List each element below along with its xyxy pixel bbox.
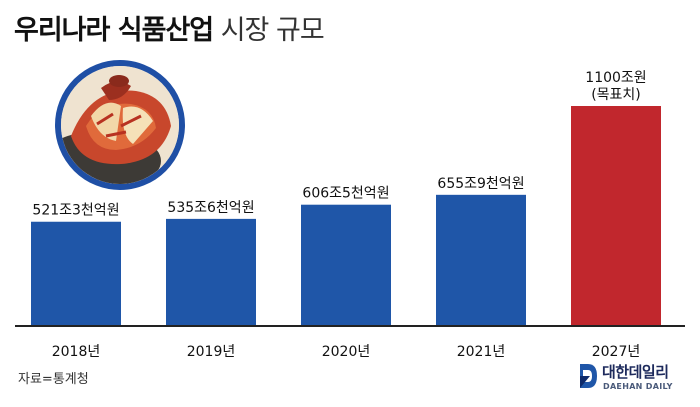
title-light: 시장 규모 — [220, 15, 325, 46]
daehan-daily-logo: 대한데일리 DAEHAN DAILY — [578, 360, 690, 400]
kimchi-image — [61, 66, 179, 184]
data-label-2027년: 1100조원 (목표치) — [585, 70, 646, 103]
page-title: 우리나라 식품산업 시장 규모 — [14, 8, 325, 47]
title-bold: 우리나라 식품산업 — [14, 15, 214, 46]
bar-2019년 — [166, 218, 256, 326]
logo-subtitle: DAEHAN DAILY — [603, 382, 673, 391]
kimchi-photo — [55, 60, 185, 190]
x-tick-2019년: 2019년 — [187, 344, 236, 360]
x-tick-2020년: 2020년 — [322, 344, 371, 360]
data-label-2019년: 535조6천억원 — [167, 200, 254, 216]
data-label-2020년: 606조5천억원 — [302, 186, 389, 202]
data-label-2021년: 655조9천억원 — [437, 176, 524, 192]
logo-mark-icon — [580, 364, 597, 388]
bar-2027년 — [571, 106, 661, 326]
x-tick-2021년: 2021년 — [457, 344, 506, 360]
logo-name: 대한데일리 — [602, 363, 669, 381]
source-note: 자료=통계청 — [18, 372, 89, 387]
bar-2018년 — [31, 221, 121, 326]
bar-2020년 — [301, 204, 391, 326]
data-label-2018년: 521조3천억원 — [32, 203, 119, 219]
bar-2021년 — [436, 194, 526, 326]
x-tick-2018년: 2018년 — [52, 344, 101, 360]
x-tick-2027년: 2027년 — [592, 344, 641, 360]
